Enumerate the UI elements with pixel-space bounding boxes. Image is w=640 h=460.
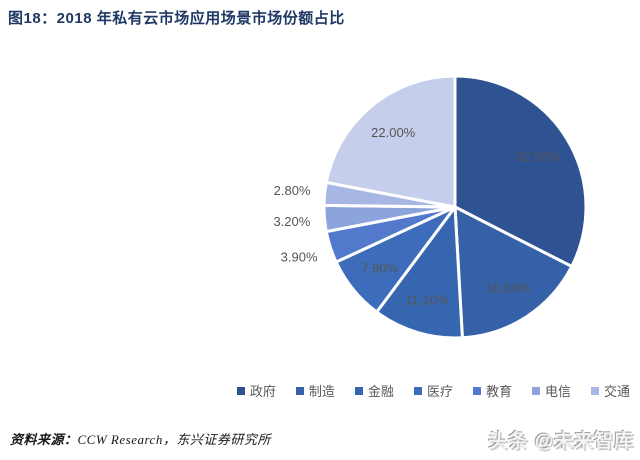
legend-swatch xyxy=(590,386,599,395)
pie-slice-label: 7.90% xyxy=(361,261,398,276)
legend-label: 制造 xyxy=(308,384,335,399)
legend-item-医疗: 医疗 xyxy=(413,381,453,400)
pie-slice-other xyxy=(324,74,457,209)
pie-slice-label: 11.10% xyxy=(406,292,450,307)
pie-slice-label: 32.50% xyxy=(516,149,561,164)
source-note-prefix: 资料来源： xyxy=(10,432,78,447)
legend-label: 政府 xyxy=(249,384,276,399)
source-note-text: CCW Research，东兴证券研究所 xyxy=(77,432,271,447)
source-note: 资料来源：CCW Research，东兴证券研究所 xyxy=(10,429,271,448)
legend-swatch xyxy=(295,386,304,395)
pie-slice-label: 2.80% xyxy=(274,183,311,198)
legend-item-金融: 金融 xyxy=(354,381,394,400)
legend-item-电信: 电信 xyxy=(531,381,571,400)
legend-swatch xyxy=(531,386,540,395)
legend-label: 医疗 xyxy=(426,384,453,399)
legend-item-交通: 交通 xyxy=(590,381,630,400)
legend-item-教育: 教育 xyxy=(472,381,512,400)
legend-swatch xyxy=(472,386,481,395)
watermark: 头条 @未来智库 xyxy=(488,431,634,452)
pie-slice-label: 16.60% xyxy=(486,281,531,296)
legend-item-政府: 政府 xyxy=(236,381,276,400)
legend-label: 交通 xyxy=(603,384,630,399)
legend-swatch xyxy=(354,386,363,395)
pie-slice-label: 22.00% xyxy=(371,125,416,140)
legend-label: 金融 xyxy=(367,384,394,399)
figure-title: 图18：2018 年私有云市场应用场景市场份额占比 xyxy=(8,10,345,27)
pie-slice-金融 xyxy=(375,205,464,340)
pie-slice-政府 xyxy=(453,74,588,268)
legend-label: 电信 xyxy=(544,384,571,399)
legend-swatch xyxy=(236,386,245,395)
legend-label: 教育 xyxy=(485,384,512,399)
pie-slice-label: 3.90% xyxy=(281,250,318,265)
pie-slice-制造 xyxy=(453,205,574,340)
legend-swatch xyxy=(413,386,422,395)
pie-slice-label: 3.20% xyxy=(273,214,310,229)
chart-legend: 政府 制造 金融 医疗 教育 电信 交通 xyxy=(236,381,630,400)
legend-item-制造: 制造 xyxy=(295,381,335,400)
